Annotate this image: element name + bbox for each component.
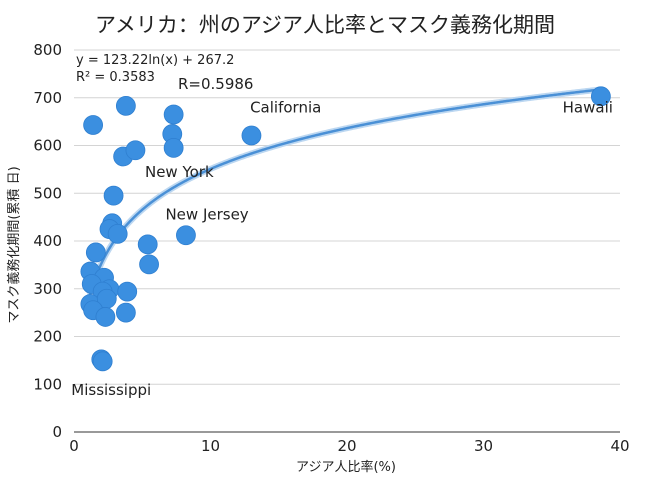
state-label: New York [145,163,214,181]
data-point [115,95,136,116]
y-tick-label: 400 [33,232,62,250]
trendline [84,86,604,308]
data-point [83,115,104,135]
data-point [241,125,262,146]
chart-title: アメリカ：州のアジア人比率とマスク義務化期間 [95,13,555,37]
y-tick-label: 700 [33,89,62,107]
x-axis-title: アジア人比率(%) [296,459,396,475]
state-label: Hawaii [563,98,613,116]
data-points [80,86,611,372]
x-tick-label: 10 [201,437,220,455]
data-point [103,185,124,206]
y-tick-label: 600 [33,137,62,155]
data-point [95,307,116,327]
x-tick-label: 0 [69,437,79,455]
state-annotations: California Hawaii New York New Jersey Missis… [71,98,613,399]
trendline-glow [84,86,604,308]
data-point [125,140,146,161]
state-label: Mississippi [71,381,151,399]
y-tick-label: 500 [33,184,62,202]
data-point [137,234,158,255]
trendline-path [86,88,603,306]
gridlines [74,49,620,385]
y-tick-label: 0 [52,423,62,441]
y-tick-label: 200 [33,328,62,346]
data-point [590,86,611,107]
data-point [139,254,159,275]
trendline-equation: y = 123.22ln(x) + 267.2 [76,53,234,68]
x-tick-label: 40 [610,437,629,455]
y-tick-label: 300 [33,280,62,298]
y-tick-label: 100 [33,375,62,393]
r-value-label: R=0.5986 [178,75,253,93]
data-point [163,137,184,158]
data-point [117,281,138,302]
state-label: California [250,98,321,116]
state-label: New Jersey [165,206,248,224]
y-tick-label: 800 [33,41,62,59]
x-tick-label: 20 [337,437,356,455]
data-point [92,351,113,372]
data-point [107,223,128,244]
r-squared-label: R² = 0.3583 [76,70,155,85]
data-point [163,104,184,125]
y-axis-title: マスク義務化期間(累積 日) [6,166,22,323]
axes: 0 100 200 300 400 500 600 700 800 0 10 20 30 40 [33,41,629,455]
x-tick-label: 30 [474,437,493,455]
data-point [176,225,196,246]
data-point [85,242,106,263]
data-point [115,302,136,323]
